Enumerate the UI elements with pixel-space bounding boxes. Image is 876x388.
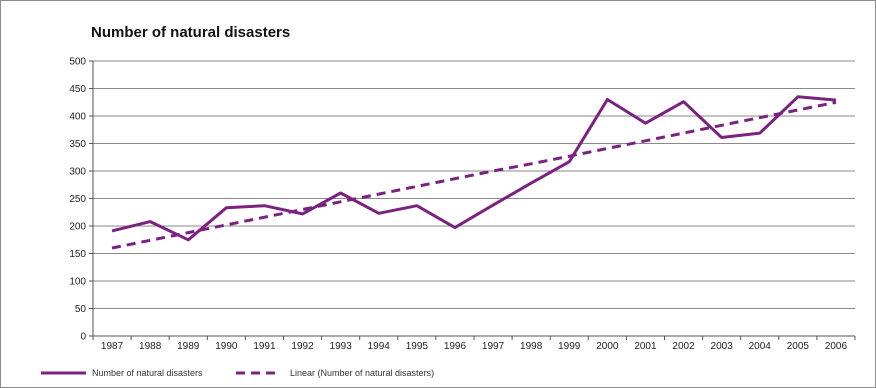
x-tick-label: 2001 — [634, 341, 657, 352]
x-tick-label: 2000 — [596, 341, 619, 352]
x-tick-label: 1990 — [215, 341, 238, 352]
y-tick-label: 350 — [69, 139, 86, 150]
y-tick-label: 450 — [69, 84, 86, 95]
x-tick-label: 2006 — [825, 341, 848, 352]
x-tick-label: 1997 — [482, 341, 505, 352]
y-tick-label: 50 — [75, 304, 87, 315]
x-tick-label: 2004 — [749, 341, 772, 352]
x-tick-label: 1992 — [291, 341, 314, 352]
y-tick-label: 400 — [69, 112, 86, 123]
x-tick-label: 1991 — [253, 341, 276, 352]
y-tick-label: 300 — [69, 167, 86, 178]
legend-label: Number of natural disasters — [92, 368, 203, 378]
x-tick-label: 1994 — [368, 341, 391, 352]
x-tick-label: 2003 — [711, 341, 734, 352]
chart-title: Number of natural disasters — [91, 24, 291, 41]
x-tick-label: 1989 — [177, 341, 200, 352]
data-line — [111, 95, 837, 242]
legend-label: Linear (Number of natural disasters) — [290, 368, 434, 378]
series-lines — [111, 95, 837, 250]
y-tick-labels: 0 50 100 150 200 250 300 350 400 450 500 — [69, 57, 86, 343]
x-tick-label: 1996 — [444, 341, 467, 352]
x-tick-label: 1999 — [558, 341, 581, 352]
y-tick-label: 250 — [69, 194, 86, 205]
x-tick-label: 2005 — [787, 341, 810, 352]
gridlines — [93, 60, 855, 309]
x-tick-labels: 1987 1988 1989 1990 1991 1992 1993 1994 1995 1996… — [101, 341, 848, 352]
y-tick-label: 200 — [69, 222, 86, 233]
x-tick-label: 1998 — [520, 341, 543, 352]
axes — [89, 60, 856, 340]
x-tick-label: 1995 — [406, 341, 429, 352]
y-tick-label: 100 — [69, 277, 86, 288]
y-tick-label: 500 — [69, 57, 86, 68]
y-tick-label: 150 — [69, 249, 86, 260]
x-tick-label: 1987 — [101, 341, 124, 352]
x-tick-label: 1988 — [139, 341, 162, 352]
y-tick-label: 0 — [80, 332, 86, 343]
legend: Number of natural disasters Linear (Numbe… — [41, 368, 434, 378]
x-tick-label: 2002 — [672, 341, 695, 352]
trend-line — [111, 100, 837, 250]
x-tick-label: 1993 — [330, 341, 353, 352]
